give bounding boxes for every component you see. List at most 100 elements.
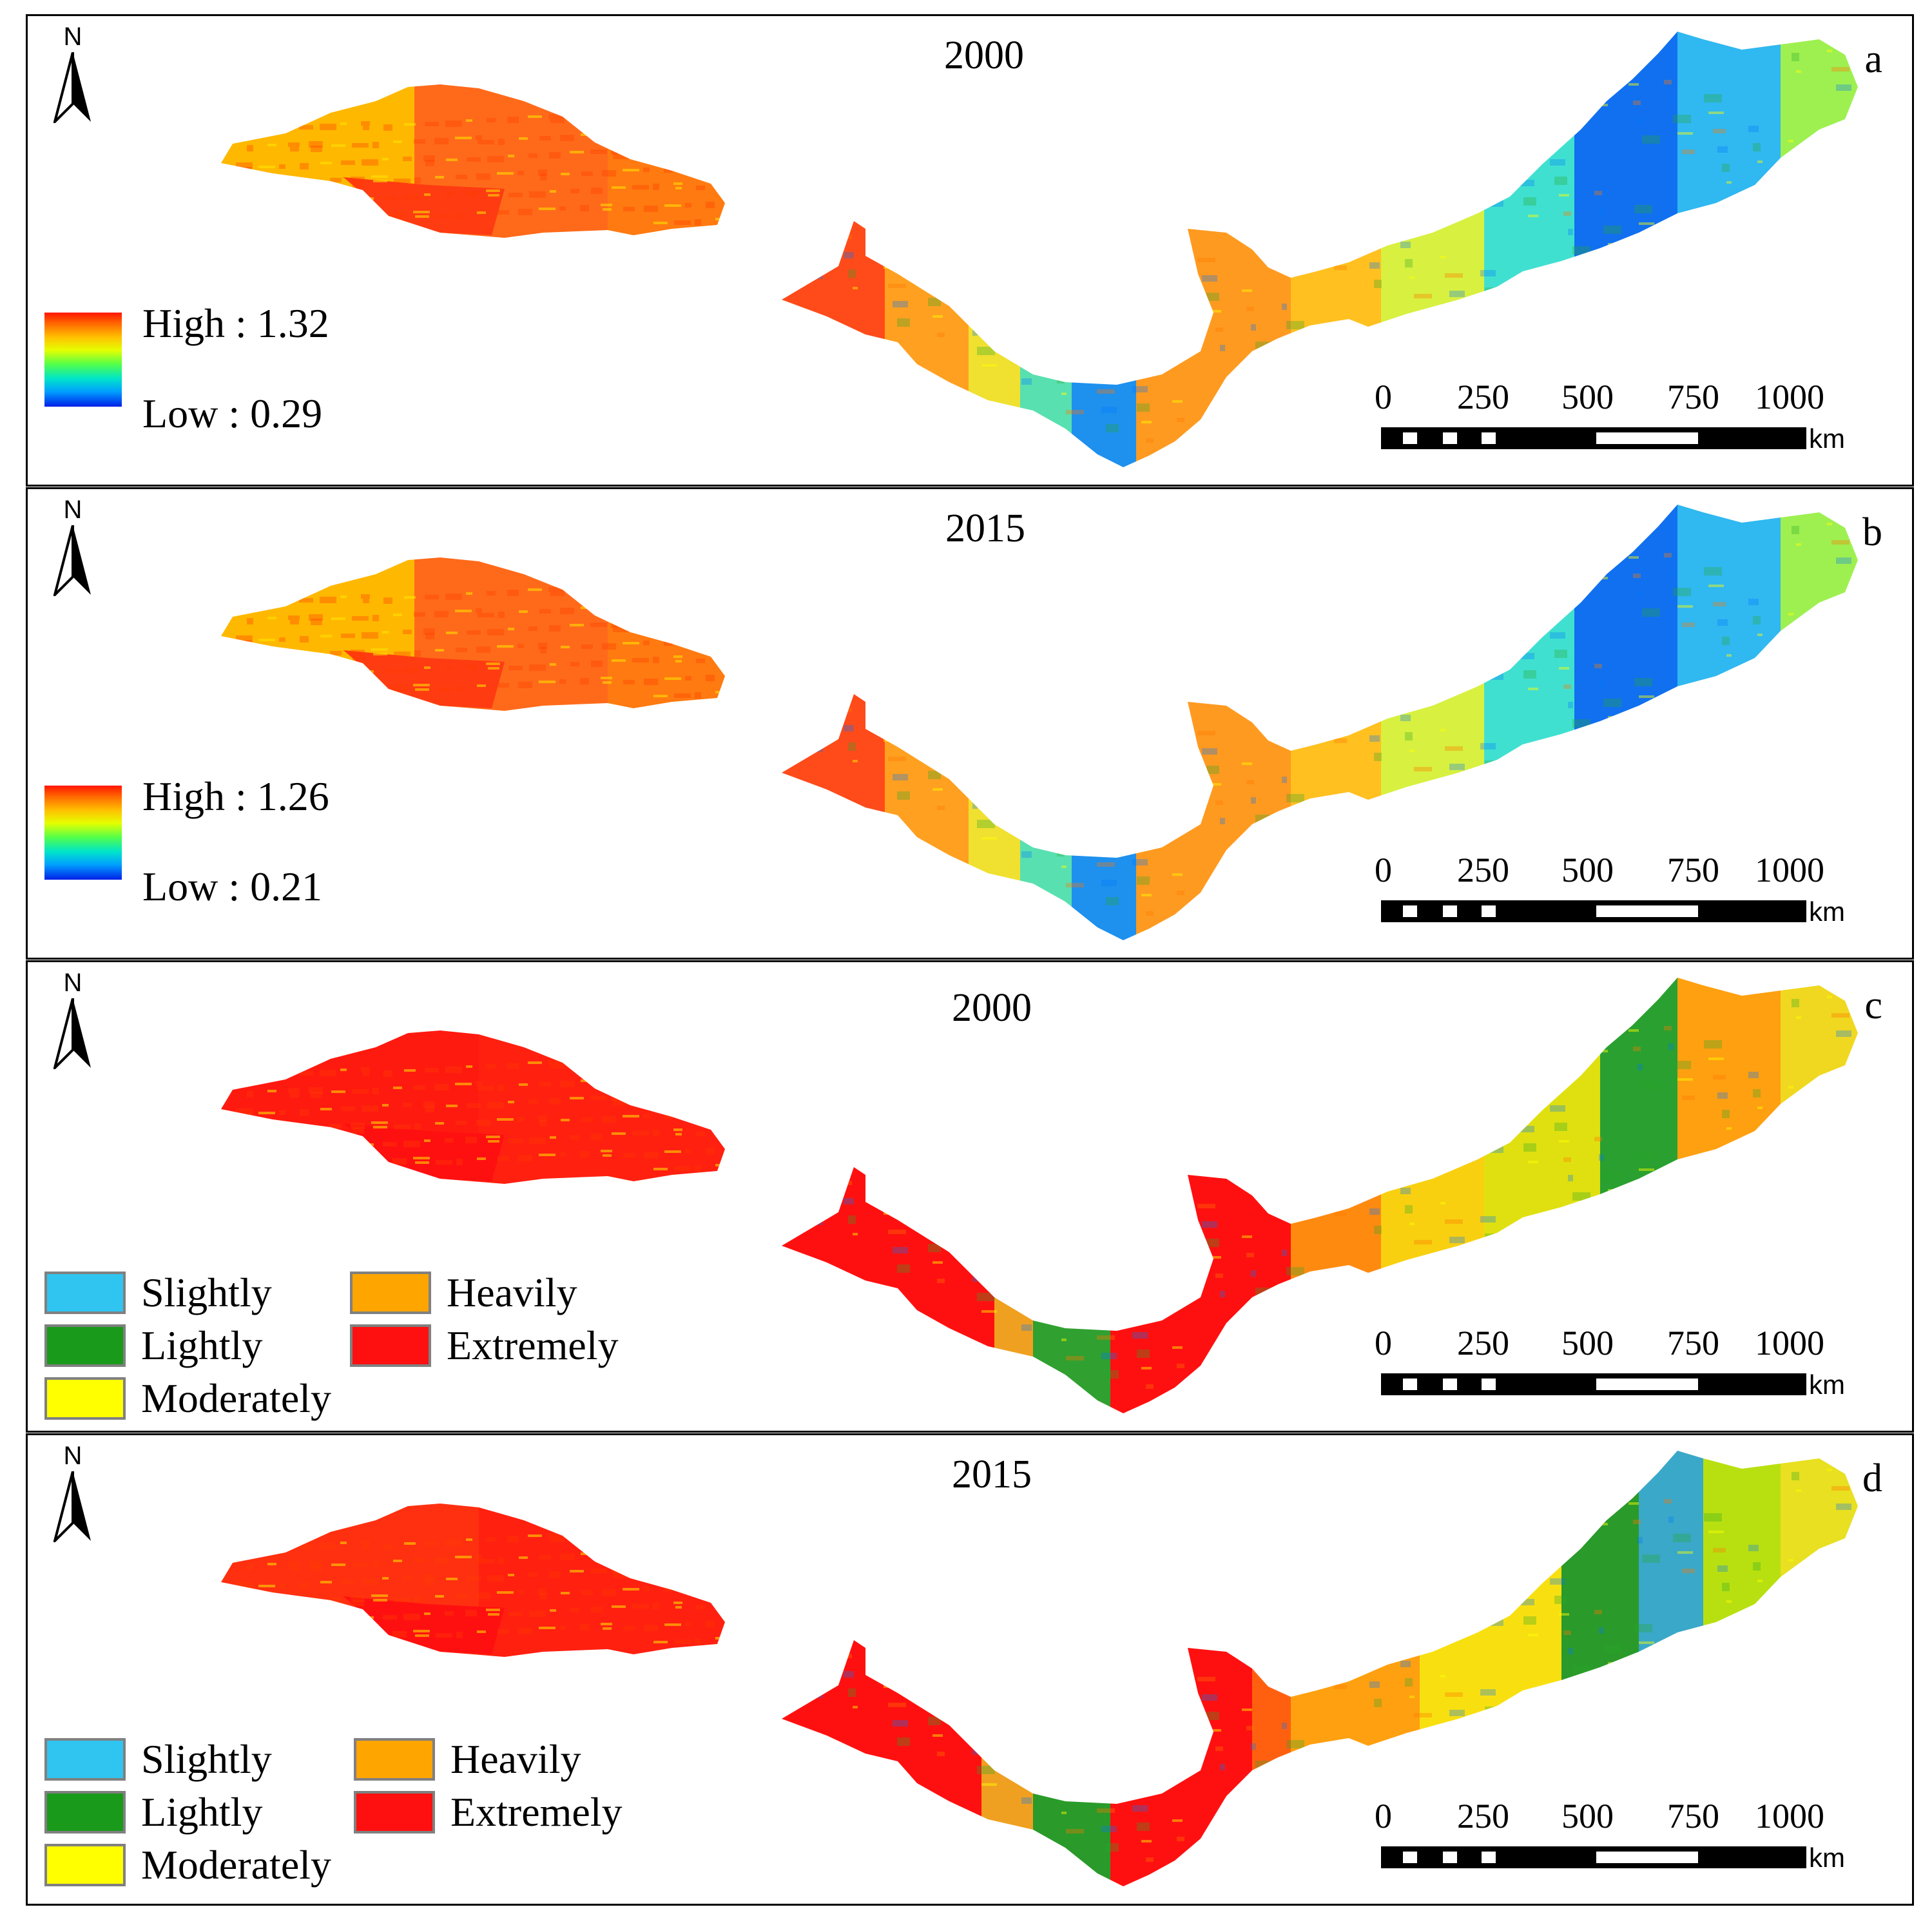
map-texture xyxy=(706,1549,723,1552)
map-texture xyxy=(1072,93,1082,96)
map-texture xyxy=(311,146,322,152)
map-texture xyxy=(362,670,374,673)
scale-tick: 250 xyxy=(1457,851,1509,889)
scale-bar-graphic xyxy=(1381,1846,1806,1868)
map-texture xyxy=(1175,786,1188,795)
map-texture xyxy=(1306,530,1324,534)
map-texture xyxy=(1594,1137,1602,1141)
map-texture xyxy=(795,1622,800,1629)
map-texture xyxy=(782,519,798,524)
map-texture xyxy=(1713,129,1726,133)
map-texture xyxy=(309,1125,318,1128)
map-texture xyxy=(320,124,336,130)
map-texture xyxy=(874,1177,885,1184)
map-texture xyxy=(446,1105,458,1107)
map-texture xyxy=(953,628,958,631)
map-texture xyxy=(1836,1504,1851,1510)
map-texture xyxy=(813,1692,823,1698)
map-texture xyxy=(497,1156,509,1161)
class-legend: Slightly Lightly Moderately Heavily Extr… xyxy=(44,1270,689,1431)
map-texture xyxy=(353,1127,364,1134)
map-texture xyxy=(686,1551,700,1557)
map-texture xyxy=(497,172,514,175)
map-texture xyxy=(823,1831,838,1837)
map-texture xyxy=(1152,1541,1167,1543)
map-texture xyxy=(414,1085,425,1090)
map-texture xyxy=(1150,456,1155,462)
map-texture xyxy=(1206,766,1219,774)
map-texture xyxy=(1534,809,1552,818)
map-texture xyxy=(1196,1099,1204,1108)
map-color-zone xyxy=(1291,978,1381,1413)
map-texture xyxy=(1157,244,1165,252)
map-texture xyxy=(664,166,673,173)
map-texture xyxy=(1395,1066,1413,1074)
map-texture xyxy=(497,1118,514,1121)
map-texture xyxy=(949,138,956,146)
map-texture xyxy=(695,1638,701,1645)
map-texture xyxy=(1708,111,1724,114)
map-color-zone xyxy=(1072,505,1136,940)
map-texture xyxy=(1121,615,1136,618)
map-texture xyxy=(1634,205,1652,213)
map-texture xyxy=(1697,1252,1712,1259)
map-texture xyxy=(1245,202,1258,211)
map-texture xyxy=(1529,319,1534,325)
map-texture xyxy=(455,137,472,139)
map-texture xyxy=(227,1059,234,1061)
map-texture xyxy=(827,1848,840,1857)
map-texture xyxy=(1386,1504,1393,1509)
map-texture xyxy=(934,420,939,426)
map-texture xyxy=(340,595,347,598)
map-texture xyxy=(403,195,420,201)
map-texture xyxy=(1723,1214,1741,1219)
map-texture xyxy=(1509,514,1519,520)
map-texture xyxy=(1082,706,1097,708)
map-texture xyxy=(893,1247,908,1253)
map-texture xyxy=(1628,1502,1639,1505)
map-texture xyxy=(1097,389,1115,394)
map-texture xyxy=(1465,586,1478,591)
legend-high-label: High : 1.32 xyxy=(142,300,329,346)
map-texture xyxy=(829,568,836,573)
map-texture xyxy=(382,631,389,634)
map-texture xyxy=(1369,1208,1380,1215)
map-texture xyxy=(1708,1058,1724,1060)
map-texture xyxy=(1157,1190,1165,1198)
map-texture xyxy=(1550,632,1565,639)
map-texture xyxy=(1067,1022,1080,1030)
map-texture xyxy=(1286,794,1304,802)
map-texture xyxy=(497,1629,509,1634)
map-texture xyxy=(1365,1664,1378,1669)
panel-letter: d xyxy=(1862,1456,1882,1500)
map-texture xyxy=(1594,191,1602,195)
map-texture xyxy=(695,621,710,623)
map-texture xyxy=(1802,1611,1815,1620)
map-texture xyxy=(1797,1594,1813,1600)
map-texture xyxy=(227,1532,234,1534)
map-texture xyxy=(1510,1091,1515,1094)
map-texture xyxy=(1326,1754,1339,1759)
map-texture xyxy=(1737,1266,1747,1269)
map-texture xyxy=(1082,1179,1097,1181)
map-texture xyxy=(1217,432,1235,440)
map-texture xyxy=(1381,1014,1391,1016)
map-texture xyxy=(1812,804,1830,813)
map-texture xyxy=(805,342,815,349)
map-texture xyxy=(1503,1776,1521,1785)
map-texture xyxy=(1007,1168,1014,1172)
map-texture xyxy=(1166,1698,1184,1702)
map-texture xyxy=(1470,1550,1480,1556)
map-texture xyxy=(867,443,875,448)
map-texture xyxy=(258,128,267,134)
map-texture xyxy=(1057,1321,1065,1330)
map-texture xyxy=(838,1076,856,1085)
map-texture xyxy=(996,556,1014,560)
map-texture xyxy=(1768,773,1778,775)
map-color-zone xyxy=(1291,32,1381,467)
map-texture xyxy=(539,1555,551,1560)
map-texture xyxy=(1688,744,1693,747)
map-texture xyxy=(898,1369,906,1373)
map-texture xyxy=(962,190,978,197)
map-texture xyxy=(278,1617,295,1623)
